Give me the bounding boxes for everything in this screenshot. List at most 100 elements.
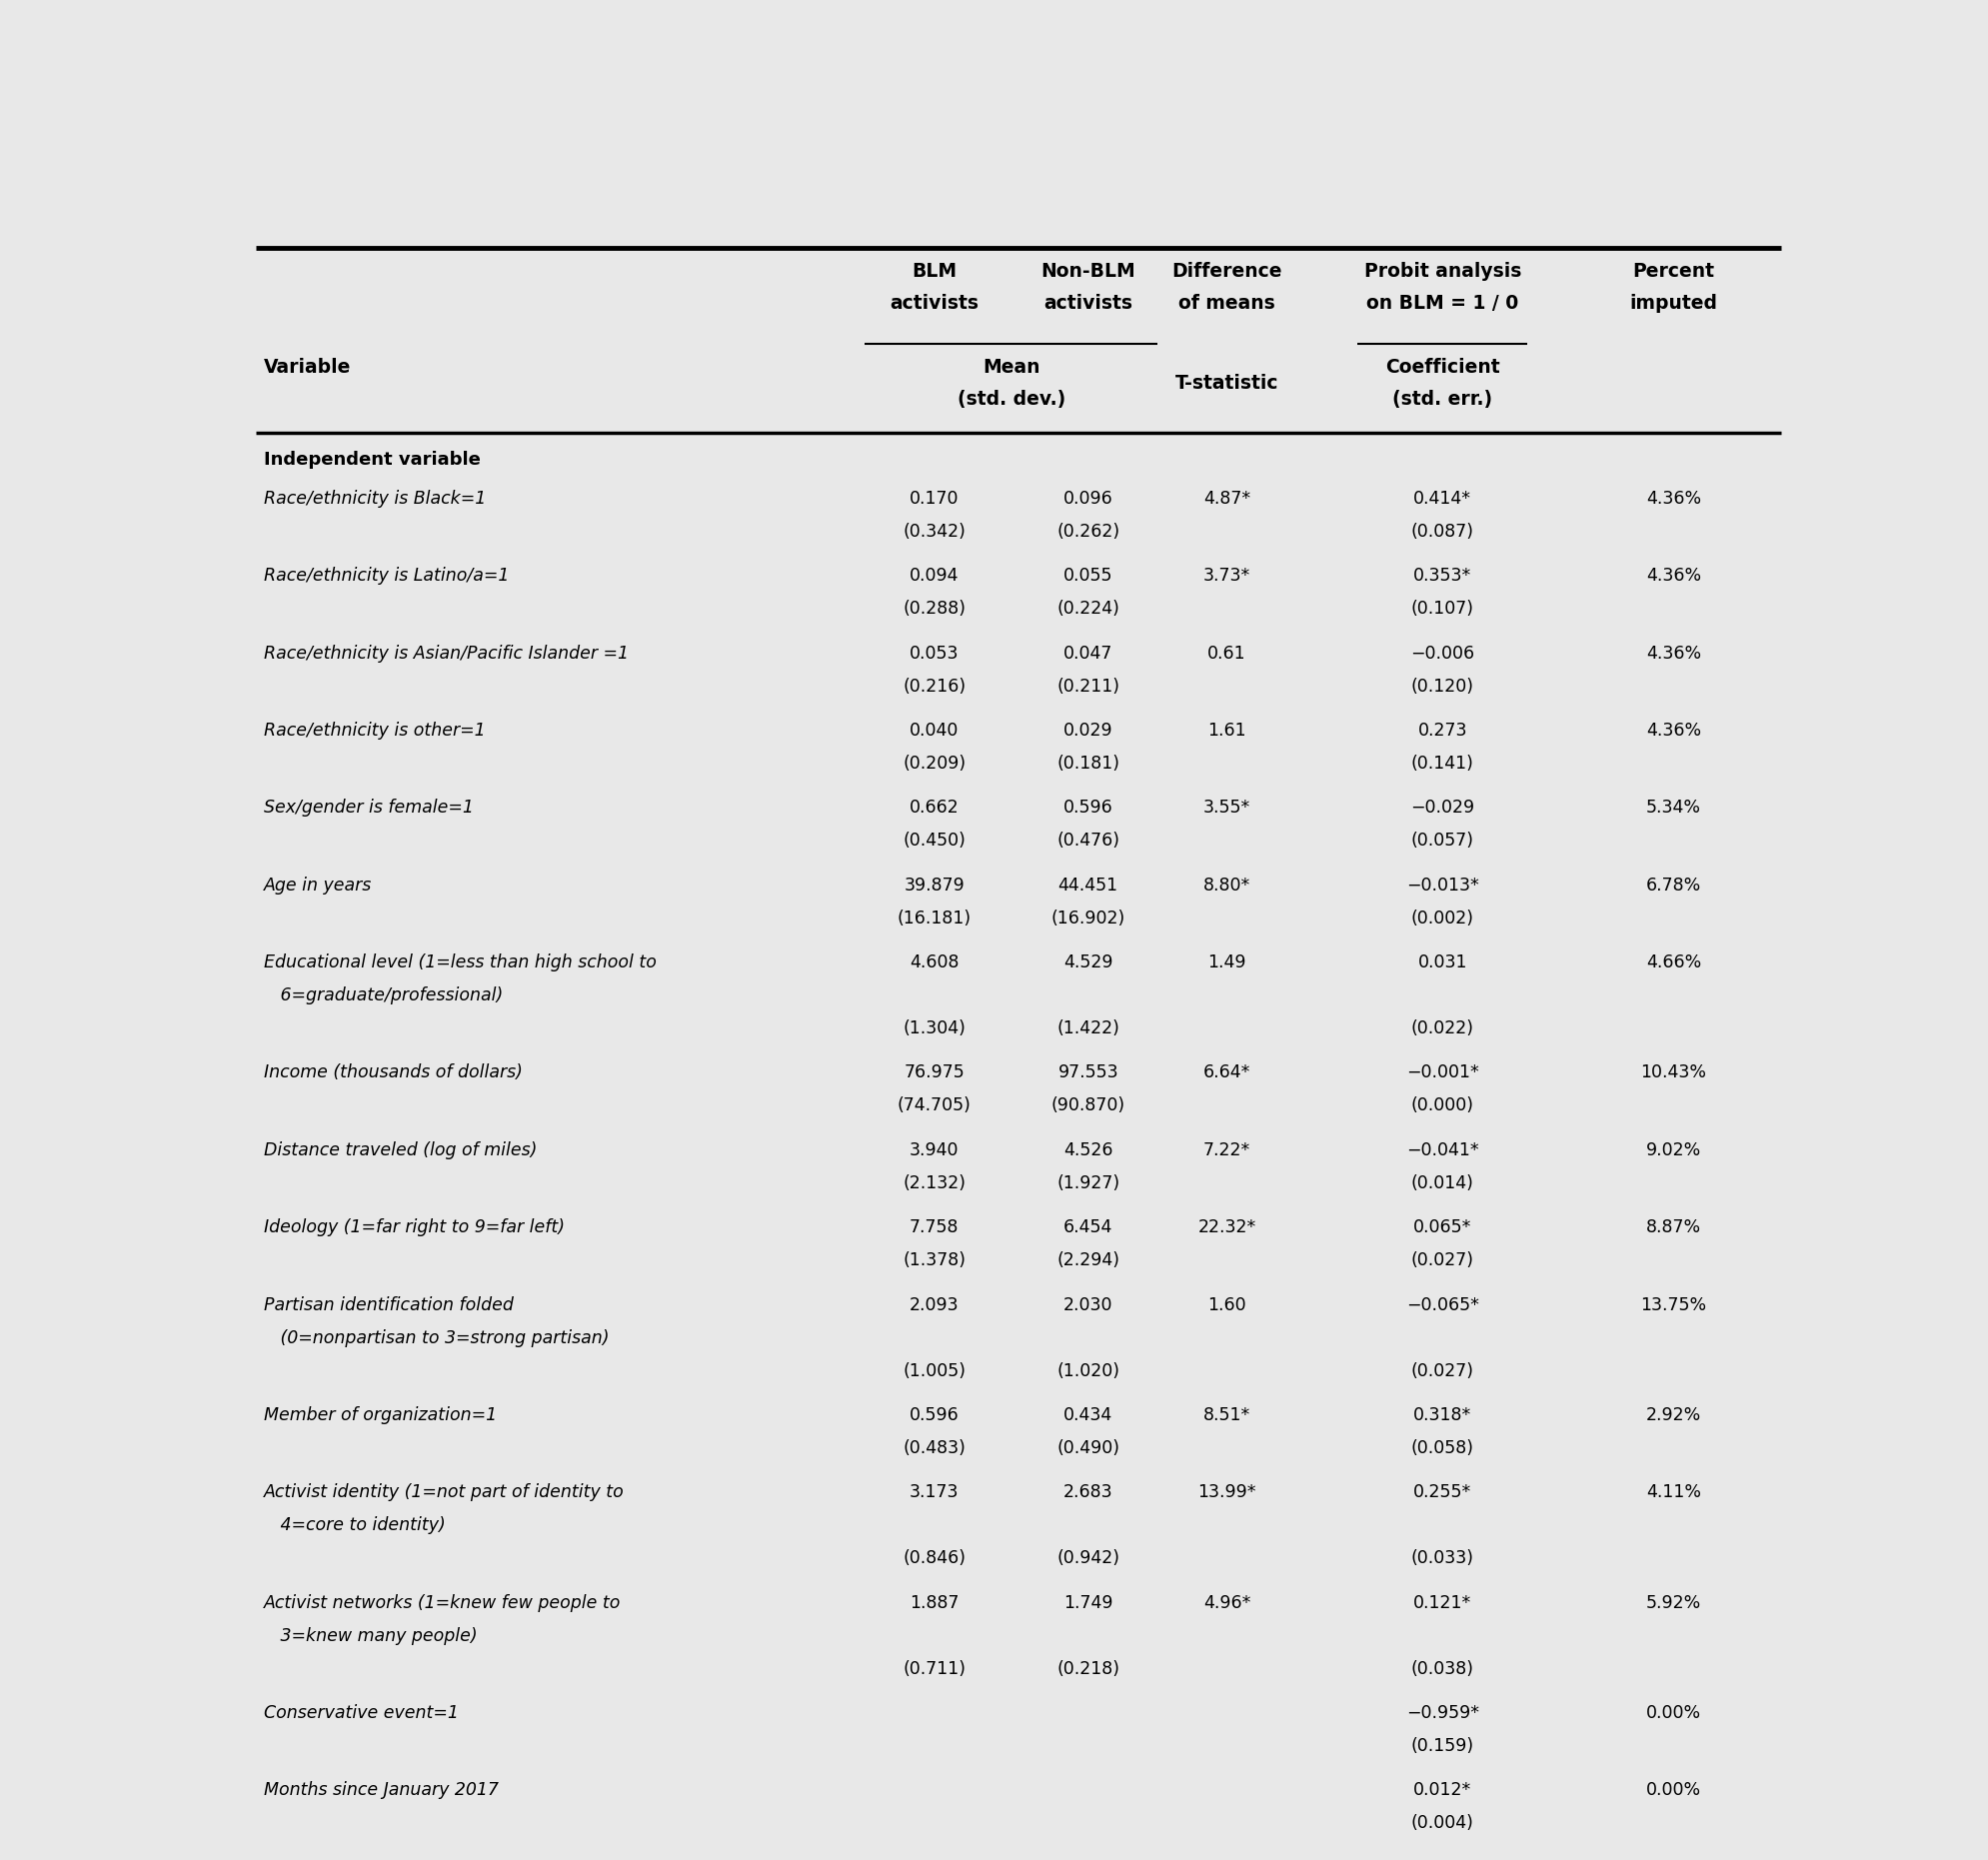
Text: 4.36%: 4.36% [1646,489,1702,508]
Text: 2.683: 2.683 [1064,1484,1113,1501]
Text: 0.047: 0.047 [1064,644,1113,662]
Text: (0.038): (0.038) [1411,1659,1473,1678]
Text: 0.012*: 0.012* [1413,1782,1471,1799]
Text: 3.73*: 3.73* [1203,567,1250,584]
Text: 0.255*: 0.255* [1413,1484,1471,1501]
Text: Coefficient: Coefficient [1386,357,1499,378]
Text: 0.596: 0.596 [909,1406,958,1425]
Text: Difference: Difference [1171,262,1282,281]
Text: (2.132): (2.132) [903,1174,966,1192]
Text: (0.057): (0.057) [1411,831,1473,850]
Text: Variable: Variable [264,357,352,378]
Text: (0.211): (0.211) [1058,677,1119,696]
Text: 39.879: 39.879 [905,876,964,895]
Text: 4.608: 4.608 [909,954,958,971]
Text: (0.022): (0.022) [1411,1019,1473,1038]
Text: (1.378): (1.378) [903,1252,966,1270]
Text: 6.64*: 6.64* [1203,1064,1250,1083]
Text: −0.029: −0.029 [1411,800,1475,817]
Text: (0.262): (0.262) [1058,523,1119,541]
Text: Race/ethnicity is Black=1: Race/ethnicity is Black=1 [264,489,485,508]
Text: 4.87*: 4.87* [1203,489,1250,508]
Text: 0.094: 0.094 [909,567,958,584]
Text: 0.055: 0.055 [1064,567,1113,584]
Text: 0.61: 0.61 [1207,644,1246,662]
Text: −0.013*: −0.013* [1406,876,1479,895]
Text: BLM: BLM [912,262,956,281]
Text: 0.170: 0.170 [909,489,958,508]
Text: (0.846): (0.846) [903,1549,966,1568]
Text: 0.596: 0.596 [1064,800,1113,817]
Text: 0.434: 0.434 [1064,1406,1113,1425]
Text: Probit analysis: Probit analysis [1364,262,1521,281]
Text: 3.940: 3.940 [909,1142,958,1159]
Text: 0.414*: 0.414* [1413,489,1471,508]
Text: 0.096: 0.096 [1064,489,1113,508]
Text: 0.065*: 0.065* [1413,1218,1471,1237]
Text: 0.00%: 0.00% [1646,1704,1702,1722]
Text: Partisan identification folded: Partisan identification folded [264,1296,513,1313]
Text: (0.224): (0.224) [1058,601,1119,618]
Text: (16.181): (16.181) [897,910,972,928]
Text: 6.78%: 6.78% [1646,876,1702,895]
Text: (0.218): (0.218) [1058,1659,1119,1678]
Text: (0.490): (0.490) [1058,1440,1119,1456]
Text: 1.887: 1.887 [909,1594,958,1613]
Text: −0.001*: −0.001* [1406,1064,1479,1083]
Text: 9.02%: 9.02% [1646,1142,1702,1159]
Text: (1.304): (1.304) [903,1019,966,1038]
Text: Sex/gender is female=1: Sex/gender is female=1 [264,800,473,817]
Text: (0.033): (0.033) [1411,1549,1473,1568]
Text: (0.107): (0.107) [1411,601,1473,618]
Text: (0.711): (0.711) [903,1659,966,1678]
Text: Race/ethnicity is Latino/a=1: Race/ethnicity is Latino/a=1 [264,567,509,584]
Text: Distance traveled (log of miles): Distance traveled (log of miles) [264,1142,537,1159]
Text: 97.553: 97.553 [1058,1064,1119,1083]
Text: 0.031: 0.031 [1417,954,1467,971]
Text: 10.43%: 10.43% [1640,1064,1706,1083]
Text: (0.002): (0.002) [1411,910,1473,928]
Text: Non-BLM: Non-BLM [1042,262,1135,281]
Text: (0.483): (0.483) [903,1440,966,1456]
Text: (0.141): (0.141) [1411,755,1473,772]
Text: −0.959*: −0.959* [1406,1704,1479,1722]
Text: 8.80*: 8.80* [1203,876,1250,895]
Text: (2.294): (2.294) [1058,1252,1119,1270]
Text: of means: of means [1179,294,1274,312]
Text: (0.288): (0.288) [903,601,966,618]
Text: −0.041*: −0.041* [1406,1142,1479,1159]
Text: 13.75%: 13.75% [1640,1296,1706,1313]
Text: 22.32*: 22.32* [1197,1218,1256,1237]
Text: Income (thousands of dollars): Income (thousands of dollars) [264,1064,523,1083]
Text: Ideology (1=far right to 9=far left): Ideology (1=far right to 9=far left) [264,1218,565,1237]
Text: 1.49: 1.49 [1207,954,1246,971]
Text: (0.159): (0.159) [1411,1737,1473,1756]
Text: activists: activists [891,294,978,312]
Text: 0.662: 0.662 [909,800,958,817]
Text: 4=core to identity): 4=core to identity) [264,1516,445,1534]
Text: (90.870): (90.870) [1052,1097,1125,1114]
Text: T-statistic: T-statistic [1175,374,1278,392]
Text: (0.450): (0.450) [903,831,966,850]
Text: 3.173: 3.173 [909,1484,958,1501]
Text: (1.005): (1.005) [903,1362,966,1380]
Text: (0.027): (0.027) [1411,1362,1473,1380]
Text: 76.975: 76.975 [905,1064,964,1083]
Text: 3=knew many people): 3=knew many people) [264,1628,477,1644]
Text: (16.902): (16.902) [1052,910,1125,928]
Text: (0.004): (0.004) [1411,1814,1473,1832]
Text: (std. err.): (std. err.) [1392,389,1493,409]
Text: (0.476): (0.476) [1058,831,1119,850]
Text: (0.014): (0.014) [1411,1174,1473,1192]
Text: −0.006: −0.006 [1411,644,1475,662]
Text: (0.216): (0.216) [903,677,966,696]
Text: (0=nonpartisan to 3=strong partisan): (0=nonpartisan to 3=strong partisan) [264,1328,608,1347]
Text: 5.92%: 5.92% [1646,1594,1702,1613]
Text: 4.36%: 4.36% [1646,644,1702,662]
Text: Conservative event=1: Conservative event=1 [264,1704,459,1722]
Text: (0.942): (0.942) [1058,1549,1119,1568]
Text: (0.000): (0.000) [1411,1097,1473,1114]
Text: 0.00%: 0.00% [1646,1782,1702,1799]
Text: Educational level (1=less than high school to: Educational level (1=less than high scho… [264,954,656,971]
Text: (0.120): (0.120) [1411,677,1473,696]
